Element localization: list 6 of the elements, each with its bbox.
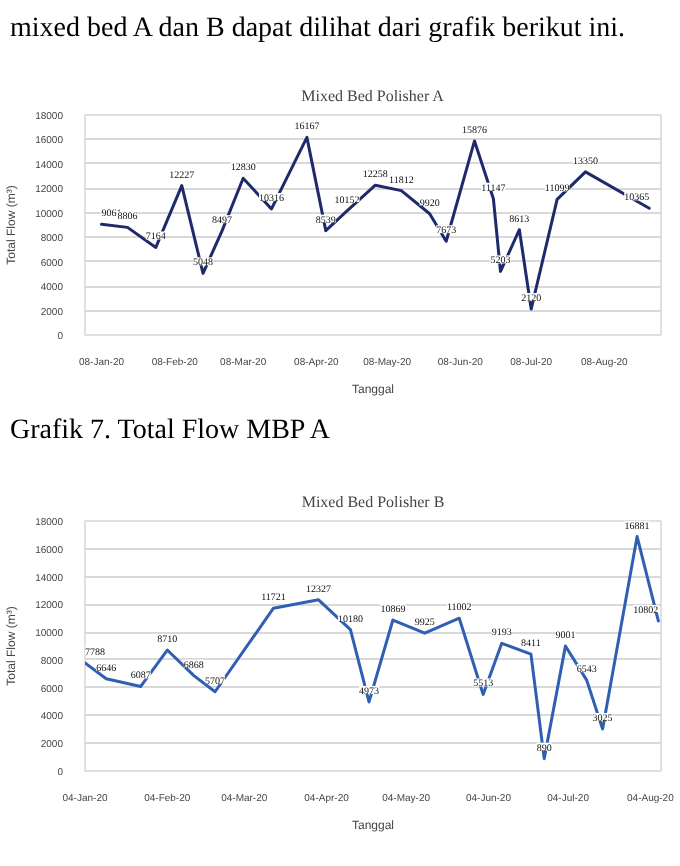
- text: Grafik 7. Total Flow MBP A: [10, 414, 331, 450]
- chart-title: Mixed Bed Polisher B: [301, 493, 445, 511]
- line-series: [100, 135, 651, 311]
- line-series: [85, 535, 660, 761]
- text: mixed bed A dan B dapat dilihat dari grafik berikut ini.: [10, 12, 626, 48]
- chart-title: Mixed Bed Polisher A: [301, 87, 445, 105]
